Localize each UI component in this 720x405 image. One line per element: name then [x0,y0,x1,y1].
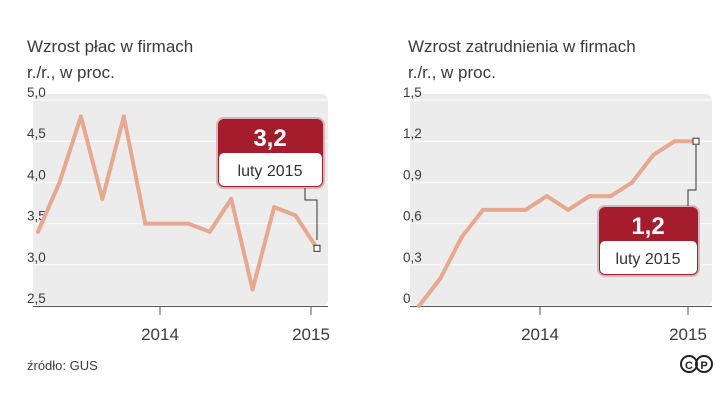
data-point [100,196,105,201]
callout-value: 1,2 [631,213,664,240]
data-point [417,304,421,308]
data-point [164,221,169,226]
chart-title: Wzrost zatrudnienia w firmach [408,37,636,56]
callout-leader [304,188,318,240]
y-tick-label: 4,5 [27,126,46,141]
callout-box: 1,2 luty 2015 [597,145,700,277]
y-tick-label: 1,2 [403,126,422,141]
data-point [36,229,40,234]
chart-title: Wzrost płac w firmach [27,37,193,56]
x-tick-label-2015: 2015 [669,325,707,344]
x-tick-label-2014: 2014 [521,325,559,344]
y-tick-label: 0,9 [403,167,422,182]
y-tick-label: 0 [403,291,411,306]
callout-label: luty 2015 [616,251,681,268]
series-line [417,139,698,308]
y-tick-label: 5,0 [27,85,46,100]
data-point [78,114,83,119]
chart-subtitle: r./r., w proc. [27,63,115,82]
data-point [250,287,255,292]
data-point [459,235,464,240]
data-point [186,221,191,226]
svg-text:P: P [700,360,707,372]
callout-box: 3,2 luty 2015 [216,117,325,240]
callout-label: luty 2015 [238,163,303,180]
data-point [608,194,613,199]
x-tick-label-2014: 2014 [141,325,179,344]
last-point-marker [313,244,321,252]
wage-growth-chart: Wzrost płac w firmach r./r., w proc. 2,5… [27,37,330,373]
data-point [502,207,507,212]
callout-value: 3,2 [253,125,286,152]
data-point [207,229,212,234]
data-point [672,139,677,144]
source-note: źródło: GUS [27,358,98,373]
data-point [121,114,126,119]
data-point [523,207,528,212]
chart-subtitle: r./r., w proc. [408,63,496,82]
data-point [630,180,635,185]
data-point [587,194,592,199]
data-point [293,213,298,218]
y-tick-label: 0,3 [403,250,422,265]
x-tick-label-2015: 2015 [292,325,330,344]
y-tick-label: 2,5 [27,291,46,306]
data-point [566,207,571,212]
employment-growth-chart: Wzrost zatrudnienia w firmach r./r., w p… [403,37,713,373]
data-point [480,207,485,212]
svg-text:C: C [685,360,693,372]
y-tick-label: 4,0 [27,167,46,182]
copyright-logo: C P [680,355,713,373]
data-point [544,194,549,199]
callout-label-bg [600,241,697,274]
data-point [651,152,656,157]
series-line [36,114,319,292]
callout-label-bg [219,153,322,186]
data-point [229,196,234,201]
last-point-marker [692,137,700,145]
data-point [438,276,443,281]
data-point [143,221,148,226]
y-tick-label: 3,0 [27,250,46,265]
y-tick-label: 0,6 [403,209,422,224]
data-point [57,180,62,185]
data-point [272,205,277,210]
y-tick-label: 1,5 [403,85,422,100]
callout-leader [687,145,697,206]
